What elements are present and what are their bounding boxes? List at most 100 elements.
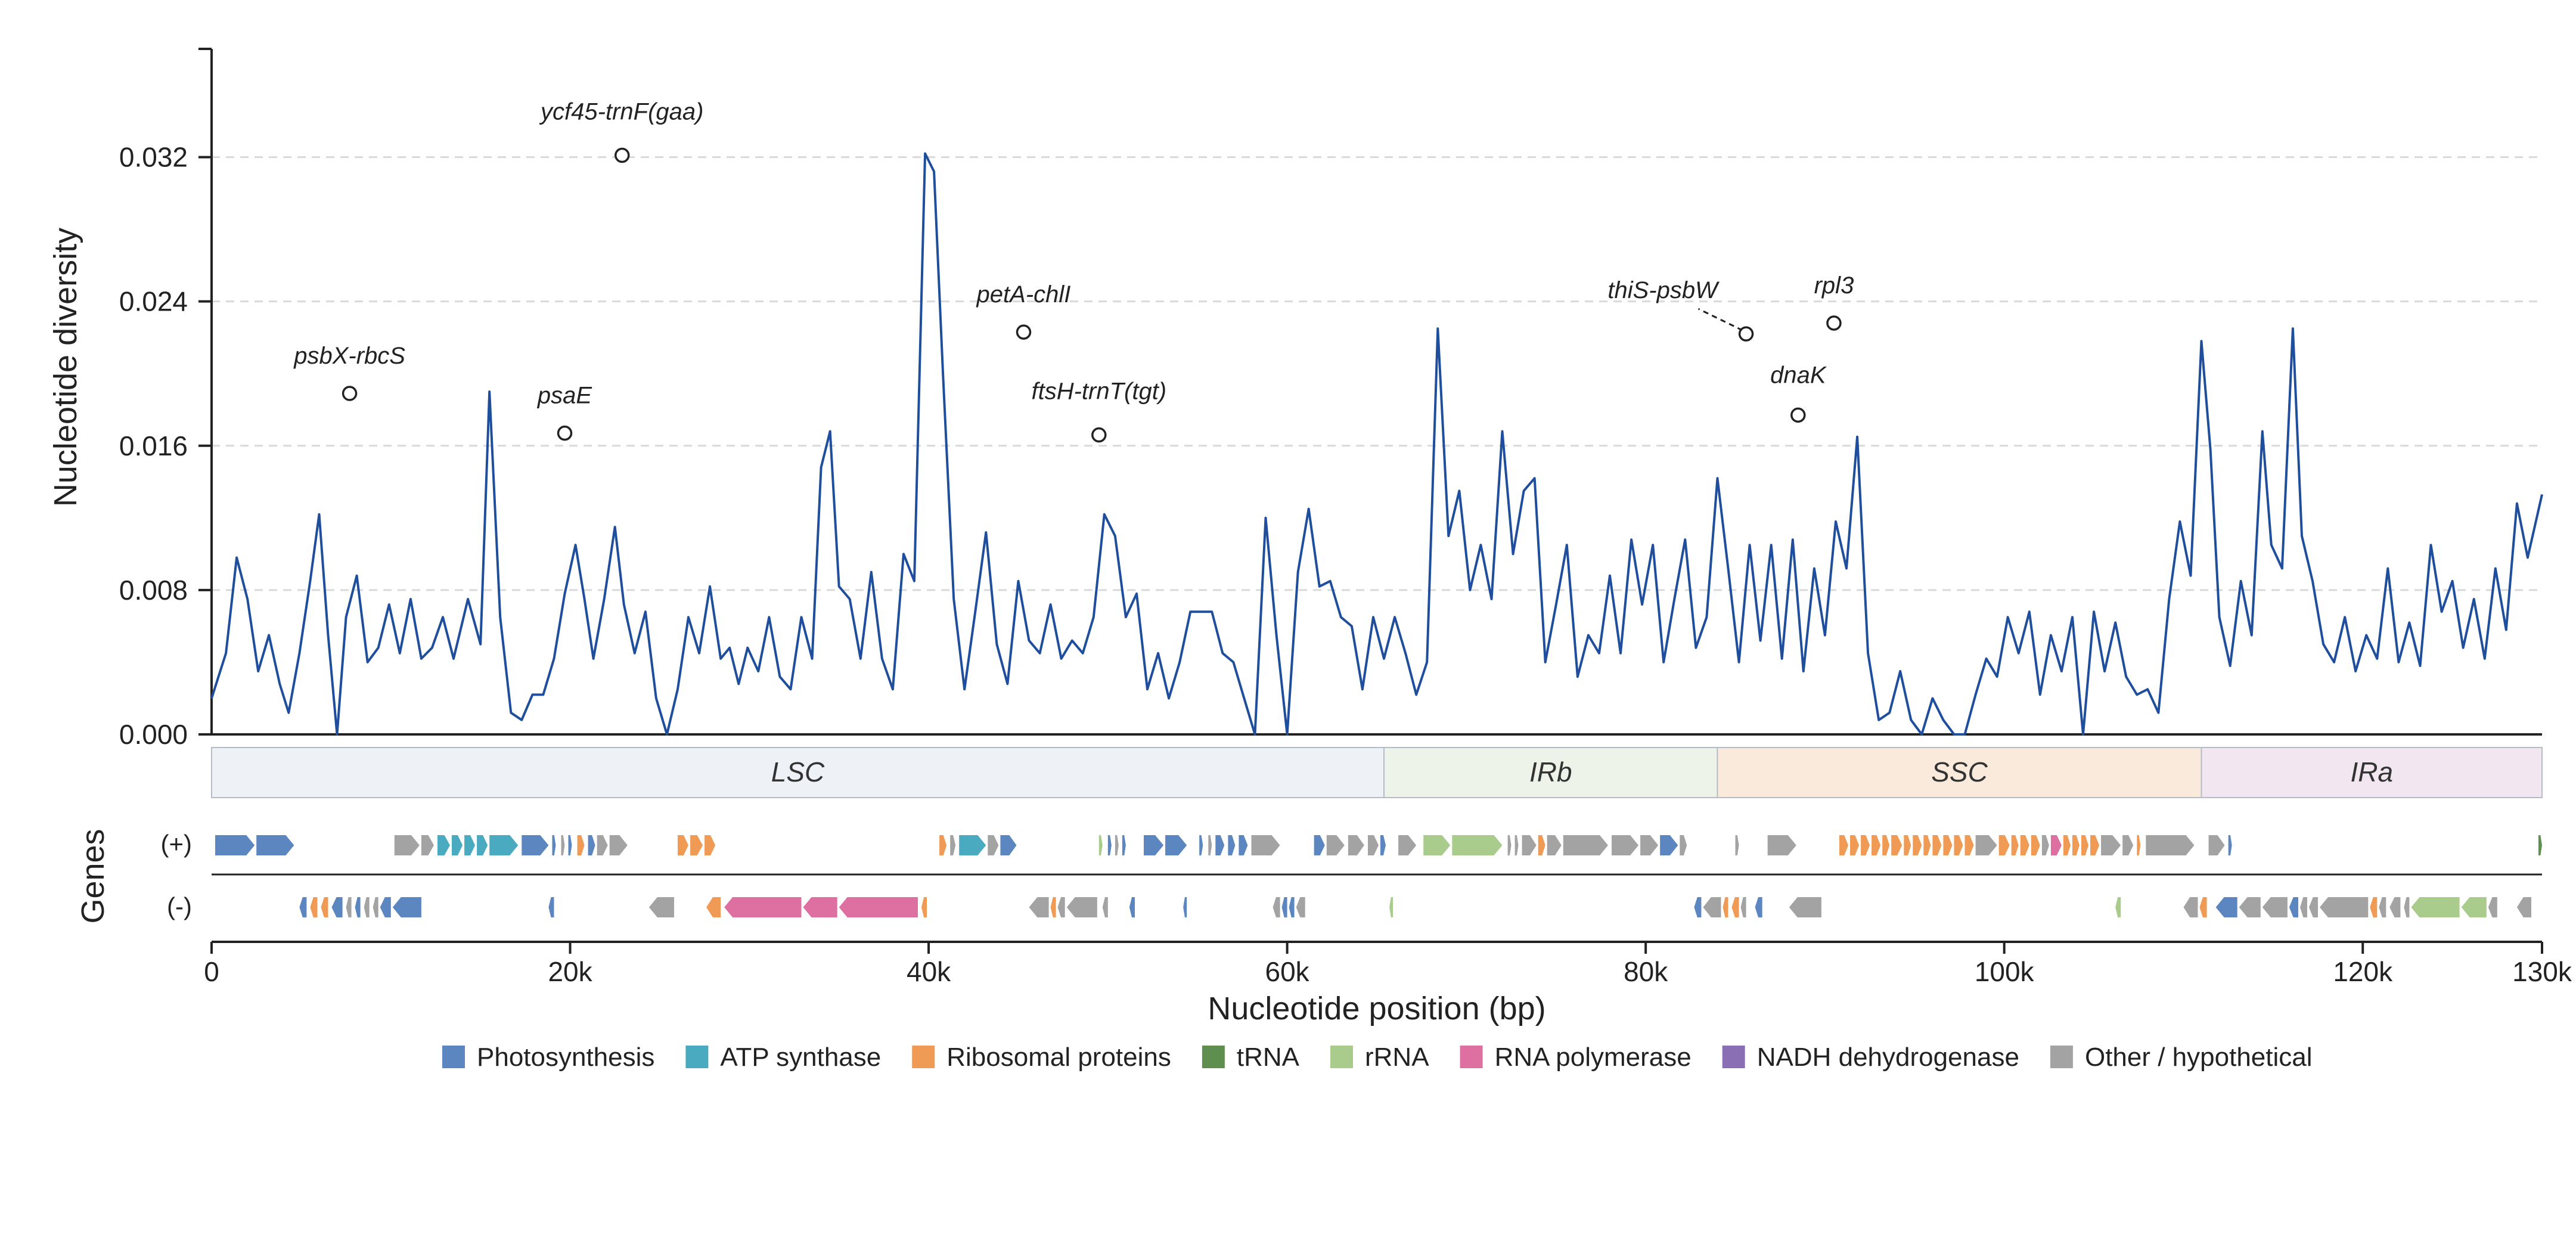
gene-plus-strand <box>588 835 595 855</box>
gene-plus-strand <box>1680 835 1687 855</box>
peak-annotation-label: ftsH-trnT(tgt) <box>1031 379 1166 405</box>
annotation-leader-line <box>1697 308 1743 331</box>
gene-plus-strand <box>489 835 519 855</box>
legend-swatch <box>2050 1046 2073 1068</box>
gene-plus-strand <box>1368 835 1379 855</box>
gene-plus-strand <box>464 835 476 855</box>
gene-plus-strand <box>394 835 420 855</box>
gene-plus-strand <box>704 835 716 855</box>
gene-minus-strand <box>1102 897 1108 917</box>
gene-plus-strand <box>988 835 999 855</box>
gene-plus-strand <box>1122 835 1126 855</box>
gene-minus-strand <box>1731 897 1739 917</box>
gene-plus-strand <box>1239 835 1248 855</box>
peak-marker <box>1790 407 1806 423</box>
gene-plus-strand <box>1660 835 1678 855</box>
peak-annotation-label: thiS-psbW <box>1607 277 1720 303</box>
gene-plus-strand <box>552 835 556 855</box>
gene-plus-strand <box>1735 835 1739 855</box>
gene-minus-strand <box>2404 897 2410 917</box>
legend-item: NADH dehydrogenase <box>1722 1043 2019 1072</box>
genome-region-track: LSC IRb SSC IRa <box>211 747 2543 798</box>
gene-plus-strand <box>1165 835 1187 855</box>
gene-plus-strand <box>1923 835 1931 855</box>
x-tick-label: 20k <box>548 956 592 987</box>
gene-plus-strand <box>568 835 572 855</box>
gene-plus-strand <box>690 835 703 855</box>
legend-swatch <box>1202 1046 1225 1068</box>
x-tick-label: 80k <box>1624 956 1668 987</box>
gene-minus-strand <box>2488 897 2497 917</box>
gene-plus-strand <box>1251 835 1280 855</box>
gene-minus-strand <box>2320 897 2369 917</box>
gene-plus-strand <box>1904 835 1911 855</box>
gene-minus-strand <box>2289 897 2298 917</box>
gene-plus-strand <box>1115 835 1119 855</box>
gene-plus-strand <box>2063 835 2071 855</box>
gene-minus-strand <box>2370 897 2378 917</box>
legend-label: ATP synthase <box>720 1043 881 1072</box>
gene-minus-strand <box>380 897 391 917</box>
gene-plus-strand <box>1964 835 1974 855</box>
peak-marker <box>614 147 630 163</box>
region-ira <box>2201 747 2543 798</box>
gene-minus-strand <box>839 897 918 917</box>
legend-swatch <box>912 1046 935 1068</box>
gene-minus-strand <box>373 897 378 917</box>
gene-minus-strand <box>2411 897 2460 917</box>
region-lsc <box>211 747 1385 798</box>
gene-plus-strand <box>1563 835 1608 855</box>
gene-plus-strand <box>1199 835 1203 855</box>
gene-minus-strand <box>392 897 421 917</box>
genes-axis-label: Genes <box>75 829 111 923</box>
gene-plus-strand <box>2041 835 2049 855</box>
gene-plus-strand <box>2208 835 2225 855</box>
x-axis-ticks: 0 20k 40k 60k 80k 100k 120k 130k <box>204 941 2572 987</box>
gene-minus-strand <box>1722 897 1728 917</box>
legend-label: RNA polymerase <box>1495 1043 1692 1072</box>
gene-plus-strand <box>2031 835 2040 855</box>
gene-plus-strand <box>2050 835 2062 855</box>
y-tick-label: 0.000 <box>119 719 188 750</box>
gene-minus-strand <box>921 897 927 917</box>
legend-item: RNA polymerase <box>1460 1043 1692 1072</box>
gene-plus-strand <box>1000 835 1017 855</box>
gene-minus-strand <box>1789 897 1821 917</box>
gene-plus-strand <box>1975 835 1997 855</box>
gene-plus-strand <box>1954 835 1963 855</box>
gene-plus-strand <box>1882 835 1890 855</box>
peak-annotation-label: psbX-rbcS <box>293 343 405 369</box>
gene-minus-strand <box>648 897 674 917</box>
gene-plus-strand <box>1932 835 1942 855</box>
gene-minus-strand <box>2516 897 2531 917</box>
gene-plus-strand <box>1861 835 1870 855</box>
legend-item: Ribosomal proteins <box>912 1043 1171 1072</box>
x-tick-label: 100k <box>1975 956 2035 987</box>
legend-swatch <box>685 1046 709 1068</box>
gene-minus-strand <box>2389 897 2401 917</box>
region-irb <box>1383 747 1718 798</box>
strand-label-plus: (+) <box>161 830 193 858</box>
gene-minus-strand <box>1050 897 1056 917</box>
gene-plus-strand <box>2020 835 2029 855</box>
legend-swatch <box>1330 1046 1353 1068</box>
legend-item: Other / hypothetical <box>2050 1043 2313 1072</box>
gene-plus-strand <box>2081 835 2089 855</box>
region-label: LSC <box>771 756 825 787</box>
gene-plus-strand <box>215 835 255 855</box>
gene-minus-strand <box>346 897 352 917</box>
gene-plus-strand <box>1107 835 1112 855</box>
gene-plus-strand <box>1522 835 1537 855</box>
gene-minus-strand <box>1057 897 1065 917</box>
gene-plus-strand <box>2538 835 2542 855</box>
legend-item: Photosynthesis <box>442 1043 654 1072</box>
gene-minus-strand <box>1755 897 1762 917</box>
peak-marker <box>1738 326 1754 342</box>
gene-plus-strand <box>1144 835 1164 855</box>
gene-minus-strand <box>1740 897 1746 917</box>
strand-label-minus: (-) <box>167 892 192 920</box>
gene-minus-strand <box>1703 897 1721 917</box>
legend-item: ATP synthase <box>685 1043 881 1072</box>
peak-marker <box>1016 324 1032 340</box>
